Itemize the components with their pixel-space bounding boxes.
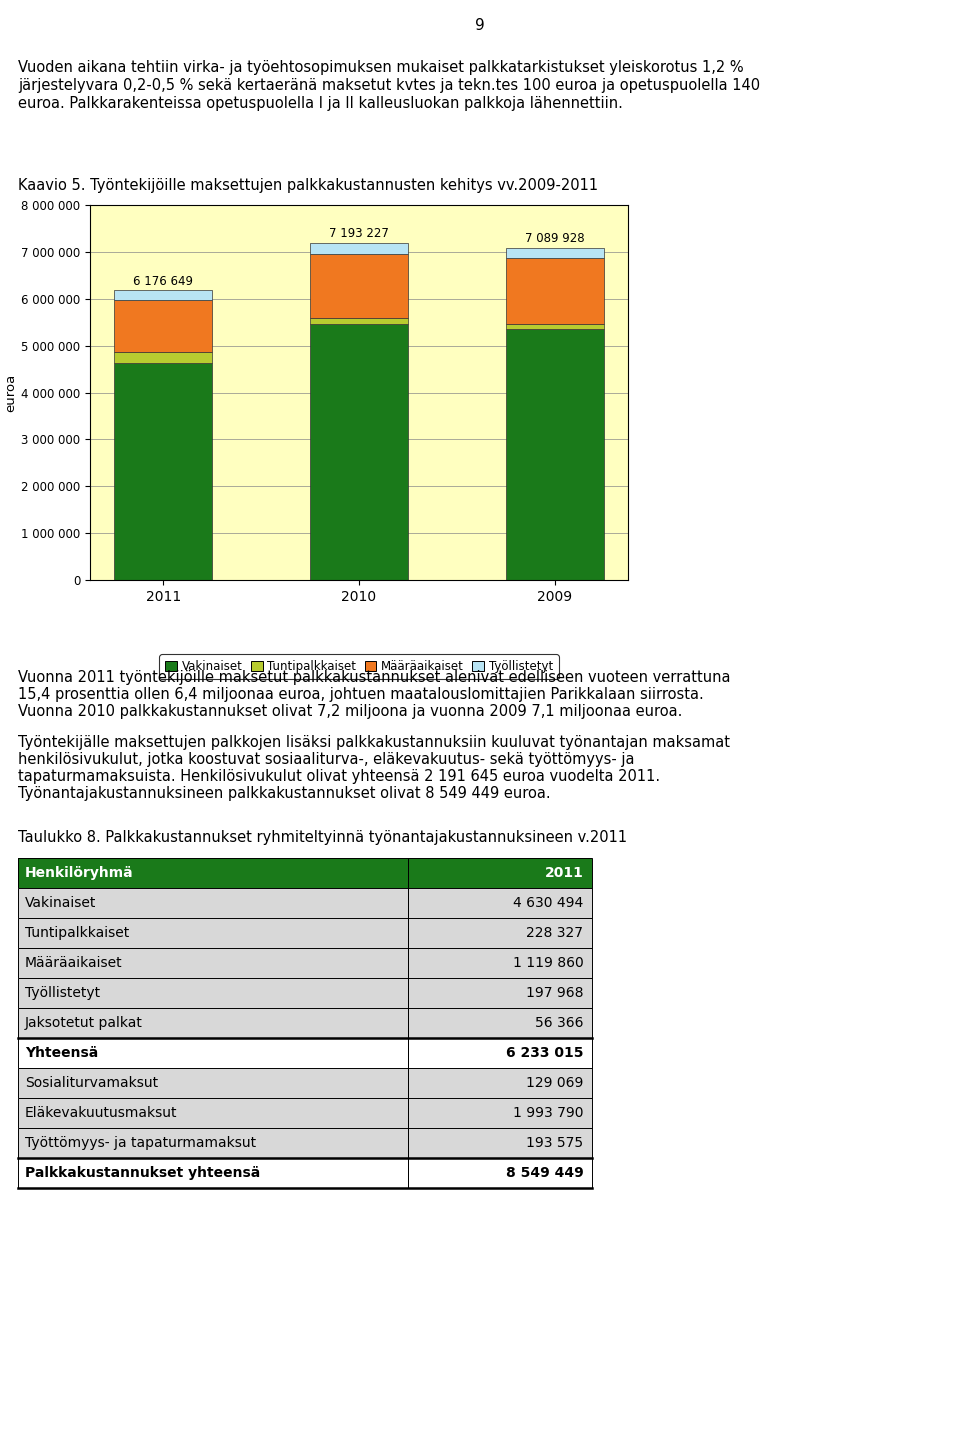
Legend: Vakinaiset, Tuntipalkkaiset, Määräaikaiset, Työllistetyt: Vakinaiset, Tuntipalkkaiset, Määräaikais… (159, 654, 559, 680)
Bar (506, 259, 604, 323)
Bar (408, 1098, 592, 1128)
Text: Työntekijälle maksettujen palkkojen lisäksi palkkakustannuksiin kuuluvat työnant: Työntekijälle maksettujen palkkojen lisä… (18, 736, 730, 750)
Text: Henkilöryhmä: Henkilöryhmä (25, 866, 133, 880)
Bar (18, 1098, 408, 1128)
Y-axis label: euroa: euroa (4, 373, 17, 412)
Text: 7 193 227: 7 193 227 (329, 228, 389, 240)
Bar (18, 889, 408, 919)
Bar (408, 947, 592, 977)
Text: Palkkakustannukset yhteensä: Palkkakustannukset yhteensä (25, 1166, 260, 1181)
Text: Tuntipalkkaiset: Tuntipalkkaiset (25, 926, 130, 940)
Bar (18, 859, 592, 889)
Bar (18, 1128, 592, 1158)
Bar (408, 859, 592, 889)
Text: Vuonna 2011 työntekijöille maksetut palkkakustannukset alenivat edelliseen vuote: Vuonna 2011 työntekijöille maksetut palk… (18, 670, 731, 685)
Text: Taulukko 8. Palkkakustannukset ryhmiteltyinnä työnantajakustannuksineen v.2011: Taulukko 8. Palkkakustannukset ryhmitelt… (18, 830, 627, 844)
Bar (18, 947, 592, 977)
Text: euroa. Palkkarakenteissa opetuspuolella I ja II kalleusluokan palkkoja lähennett: euroa. Palkkarakenteissa opetuspuolella … (18, 96, 623, 112)
Text: 9: 9 (475, 19, 485, 33)
Bar (18, 859, 408, 889)
Text: Yhteensä: Yhteensä (25, 1046, 98, 1060)
Bar (506, 329, 604, 580)
Bar (114, 352, 212, 363)
Bar (18, 1068, 408, 1098)
Text: 7 089 928: 7 089 928 (525, 232, 585, 245)
Text: Työnantajakustannuksineen palkkakustannukset olivat 8 549 449 euroa.: Työnantajakustannuksineen palkkakustannu… (18, 786, 551, 801)
Bar (408, 889, 592, 919)
Bar (114, 299, 212, 352)
Text: järjestelyvara 0,2-0,5 % sekä kertaeränä maksetut kvtes ja tekn.tes 100 euroa ja: järjestelyvara 0,2-0,5 % sekä kertaeränä… (18, 79, 760, 93)
Bar (408, 1068, 592, 1098)
Text: 15,4 prosenttia ollen 6,4 miljoonaa euroa, johtuen maatalouslomittajien Parikkal: 15,4 prosenttia ollen 6,4 miljoonaa euro… (18, 687, 704, 703)
Bar (310, 243, 408, 253)
Bar (18, 1007, 408, 1037)
Bar (18, 977, 592, 1007)
Text: 129 069: 129 069 (526, 1076, 584, 1090)
Text: 8 549 449: 8 549 449 (506, 1166, 584, 1181)
Bar (506, 248, 604, 259)
Bar (18, 1158, 592, 1188)
Text: 6 233 015: 6 233 015 (506, 1046, 584, 1060)
Text: 4 630 494: 4 630 494 (514, 896, 584, 910)
Bar (506, 323, 604, 329)
Bar (408, 1158, 592, 1188)
Text: tapaturmamaksuista. Henkilösivukulut olivat yhteensä 2 191 645 euroa vuodelta 20: tapaturmamaksuista. Henkilösivukulut oli… (18, 768, 660, 784)
Bar (310, 318, 408, 323)
Bar (408, 1037, 592, 1068)
Text: henkilösivukulut, jotka koostuvat sosiaaliturva-, eläkevakuutus- sekä työttömyys: henkilösivukulut, jotka koostuvat sosiaa… (18, 753, 635, 767)
Bar (18, 1037, 408, 1068)
Bar (18, 1098, 592, 1128)
Text: Vuoden aikana tehtiin virka- ja työehtosopimuksen mukaiset palkkatarkistukset yl: Vuoden aikana tehtiin virka- ja työehtos… (18, 60, 744, 74)
Bar (408, 977, 592, 1007)
Bar (18, 1128, 408, 1158)
Text: 1 119 860: 1 119 860 (513, 956, 584, 970)
Text: 56 366: 56 366 (535, 1016, 584, 1030)
Bar (18, 1158, 408, 1188)
Text: 2011: 2011 (544, 866, 584, 880)
Bar (18, 1007, 592, 1037)
Bar (18, 1037, 592, 1068)
Text: 228 327: 228 327 (526, 926, 584, 940)
Text: Vakinaiset: Vakinaiset (25, 896, 96, 910)
Text: Sosialiturvamaksut: Sosialiturvamaksut (25, 1076, 158, 1090)
Text: Vuonna 2010 palkkakustannukset olivat 7,2 miljoona ja vuonna 2009 7,1 miljoonaa : Vuonna 2010 palkkakustannukset olivat 7,… (18, 704, 683, 718)
Bar (408, 1128, 592, 1158)
Text: Eläkevakuutusmaksut: Eläkevakuutusmaksut (25, 1106, 178, 1120)
Bar (310, 253, 408, 318)
Text: Määräaikaiset: Määräaikaiset (25, 956, 123, 970)
Text: 197 968: 197 968 (526, 986, 584, 1000)
Bar (18, 977, 408, 1007)
Bar (18, 889, 592, 919)
Text: 1 993 790: 1 993 790 (513, 1106, 584, 1120)
Bar (408, 919, 592, 947)
Text: Työttömyys- ja tapaturmamaksut: Työttömyys- ja tapaturmamaksut (25, 1136, 256, 1151)
Bar (114, 290, 212, 299)
Bar (18, 947, 408, 977)
Bar (114, 363, 212, 580)
Text: Kaavio 5. Työntekijöille maksettujen palkkakustannusten kehitys vv.2009-2011: Kaavio 5. Työntekijöille maksettujen pal… (18, 177, 598, 193)
Text: 6 176 649: 6 176 649 (133, 275, 193, 288)
Text: Jaksotetut palkat: Jaksotetut palkat (25, 1016, 143, 1030)
Bar (310, 323, 408, 580)
Bar (18, 919, 408, 947)
Bar (18, 1068, 592, 1098)
Text: 193 575: 193 575 (526, 1136, 584, 1151)
Bar (408, 1007, 592, 1037)
Text: Työllistetyt: Työllistetyt (25, 986, 100, 1000)
Bar (18, 919, 592, 947)
